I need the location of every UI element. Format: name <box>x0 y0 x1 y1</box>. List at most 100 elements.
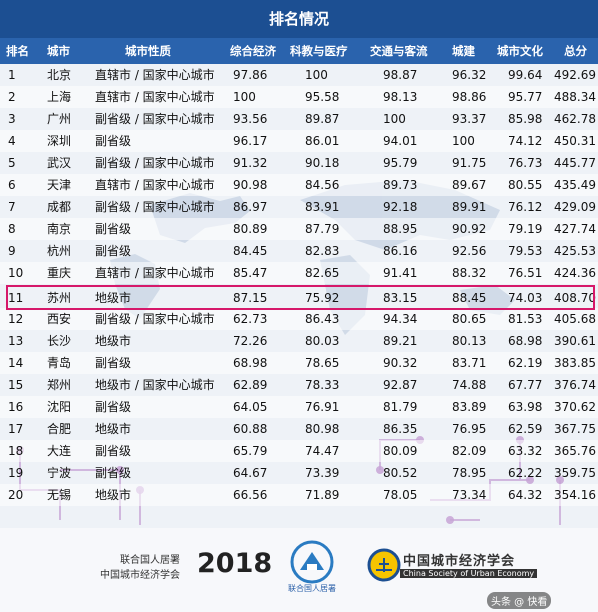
cell-construction: 76.95 <box>452 422 487 436</box>
cell-city: 西安 <box>47 312 72 326</box>
cell-culture: 95.77 <box>508 90 543 104</box>
cell-traffic: 86.16 <box>383 244 418 258</box>
header-construction: 城建 <box>452 44 475 58</box>
cell-traffic: 81.79 <box>383 400 418 414</box>
cell-city: 沈阳 <box>47 400 72 414</box>
cell-type: 副省级 <box>95 444 132 458</box>
cell-edu: 86.01 <box>305 134 340 148</box>
cell-type: 副省级 <box>95 466 132 480</box>
cell-rank: 11 <box>8 291 24 305</box>
cell-type: 副省级 / 国家中心城市 <box>95 312 215 326</box>
header-edu-medical: 科教与医疗 <box>290 44 348 58</box>
table-row: 7 成都 副省级 / 国家中心城市 86.97 83.91 92.18 89.91 76.12… <box>0 196 598 218</box>
cell-type: 地级市 <box>95 422 132 436</box>
table-row: 14 青岛 副省级 68.98 78.65 90.32 83.71 62.19 383.85 <box>0 352 598 374</box>
table-row: 20 无锡 地级市 66.56 71.89 78.05 73.34 64.32 354.16 <box>0 484 598 506</box>
cell-construction: 88.32 <box>452 266 487 280</box>
csue-name-en: China Society of Urban Economy <box>400 569 538 578</box>
cell-edu: 73.39 <box>305 466 340 480</box>
cell-rank: 2 <box>8 90 16 104</box>
cell-total: 450.31 <box>554 134 596 148</box>
cell-traffic: 89.73 <box>383 178 418 192</box>
cell-traffic: 98.13 <box>383 90 418 104</box>
cell-traffic: 78.05 <box>383 488 418 502</box>
cell-city: 深圳 <box>47 134 72 148</box>
header-city-type: 城市性质 <box>125 44 171 58</box>
cell-traffic: 92.87 <box>383 378 418 392</box>
cell-construction: 93.37 <box>452 112 487 126</box>
cell-construction: 96.32 <box>452 68 487 82</box>
cell-culture: 62.59 <box>508 422 543 436</box>
cell-edu: 89.87 <box>305 112 340 126</box>
table-row: 13 长沙 地级市 72.26 80.03 89.21 80.13 68.98 390.61 <box>0 330 598 352</box>
highlight-frame-suzhou <box>6 285 595 310</box>
cell-total: 367.75 <box>554 422 596 436</box>
cell-traffic: 89.21 <box>383 334 418 348</box>
cell-type: 副省级 <box>95 400 132 414</box>
cell-economy: 87.15 <box>233 291 268 305</box>
header-traffic: 交通与客流 <box>370 44 428 58</box>
table-row-highlighted: 11 苏州 地级市 87.15 75.92 83.15 88.45 74.03 408.70 <box>0 287 598 309</box>
table-row: 6 天津 直辖市 / 国家中心城市 90.98 84.56 89.73 89.67 80.55… <box>0 174 598 196</box>
cell-edu: 78.65 <box>305 356 340 370</box>
cell-construction: 78.95 <box>452 466 487 480</box>
cell-type: 直辖市 / 国家中心城市 <box>95 68 215 82</box>
cell-construction: 80.65 <box>452 312 487 326</box>
un-habitat-logo-icon <box>290 540 334 584</box>
table-row: 19 宁波 副省级 64.67 73.39 80.52 78.95 62.22 359.75 <box>0 462 598 484</box>
cell-culture: 76.51 <box>508 266 543 280</box>
cell-construction: 88.45 <box>452 291 487 305</box>
cell-rank: 5 <box>8 156 16 170</box>
page-title: 排名情况 <box>0 0 598 38</box>
cell-construction: 89.67 <box>452 178 487 192</box>
cell-rank: 6 <box>8 178 16 192</box>
cell-total: 462.78 <box>554 112 596 126</box>
cell-traffic: 88.95 <box>383 222 418 236</box>
cell-culture: 64.32 <box>508 488 543 502</box>
cell-culture: 79.19 <box>508 222 543 236</box>
cell-total: 492.69 <box>554 68 596 82</box>
table-row: 5 武汉 副省级 / 国家中心城市 91.32 90.18 95.79 91.75 76.73… <box>0 152 598 174</box>
cell-total: 488.34 <box>554 90 596 104</box>
table-row: 4 深圳 副省级 96.17 86.01 94.01 100 74.12 450.31 <box>0 130 598 152</box>
cell-total: 365.76 <box>554 444 596 458</box>
cell-city: 大连 <box>47 444 72 458</box>
cell-city: 北京 <box>47 68 72 82</box>
cell-economy: 85.47 <box>233 266 268 280</box>
cell-traffic: 80.52 <box>383 466 418 480</box>
cell-traffic: 83.15 <box>383 291 418 305</box>
header-economy: 综合经济 <box>230 44 276 58</box>
cell-rank: 18 <box>8 444 24 458</box>
cell-traffic: 80.09 <box>383 444 418 458</box>
cell-economy: 100 <box>233 90 256 104</box>
un-habitat-caption: 联合国人居署 <box>288 584 336 593</box>
cell-rank: 7 <box>8 200 16 214</box>
cell-city: 杭州 <box>47 244 72 258</box>
cell-traffic: 100 <box>383 112 406 126</box>
cell-rank: 15 <box>8 378 24 392</box>
cell-economy: 68.98 <box>233 356 268 370</box>
cell-city: 苏州 <box>47 291 72 305</box>
cell-economy: 64.67 <box>233 466 268 480</box>
cell-city: 青岛 <box>47 356 72 370</box>
cell-rank: 3 <box>8 112 16 126</box>
cell-rank: 8 <box>8 222 16 236</box>
cell-culture: 85.98 <box>508 112 543 126</box>
cell-economy: 80.89 <box>233 222 268 236</box>
footer-org-line2: 中国城市经济学会 <box>100 570 180 581</box>
cell-rank: 9 <box>8 244 16 258</box>
cell-rank: 20 <box>8 488 24 502</box>
cell-type: 副省级 / 国家中心城市 <box>95 156 215 170</box>
table-header: 排名 城市 城市性质 综合经济 科教与医疗 交通与客流 城建 城市文化 总分 <box>0 38 598 64</box>
cell-economy: 93.56 <box>233 112 268 126</box>
cell-economy: 91.32 <box>233 156 268 170</box>
cell-rank: 1 <box>8 68 16 82</box>
cell-type: 副省级 / 国家中心城市 <box>95 200 215 214</box>
cell-rank: 19 <box>8 466 24 480</box>
cell-rank: 17 <box>8 422 24 436</box>
cell-construction: 73.34 <box>452 488 487 502</box>
cell-edu: 83.91 <box>305 200 340 214</box>
cell-rank: 13 <box>8 334 24 348</box>
cell-construction: 80.13 <box>452 334 487 348</box>
table-row: 10 重庆 直辖市 / 国家中心城市 85.47 82.65 91.41 88.32 76.5… <box>0 262 598 284</box>
